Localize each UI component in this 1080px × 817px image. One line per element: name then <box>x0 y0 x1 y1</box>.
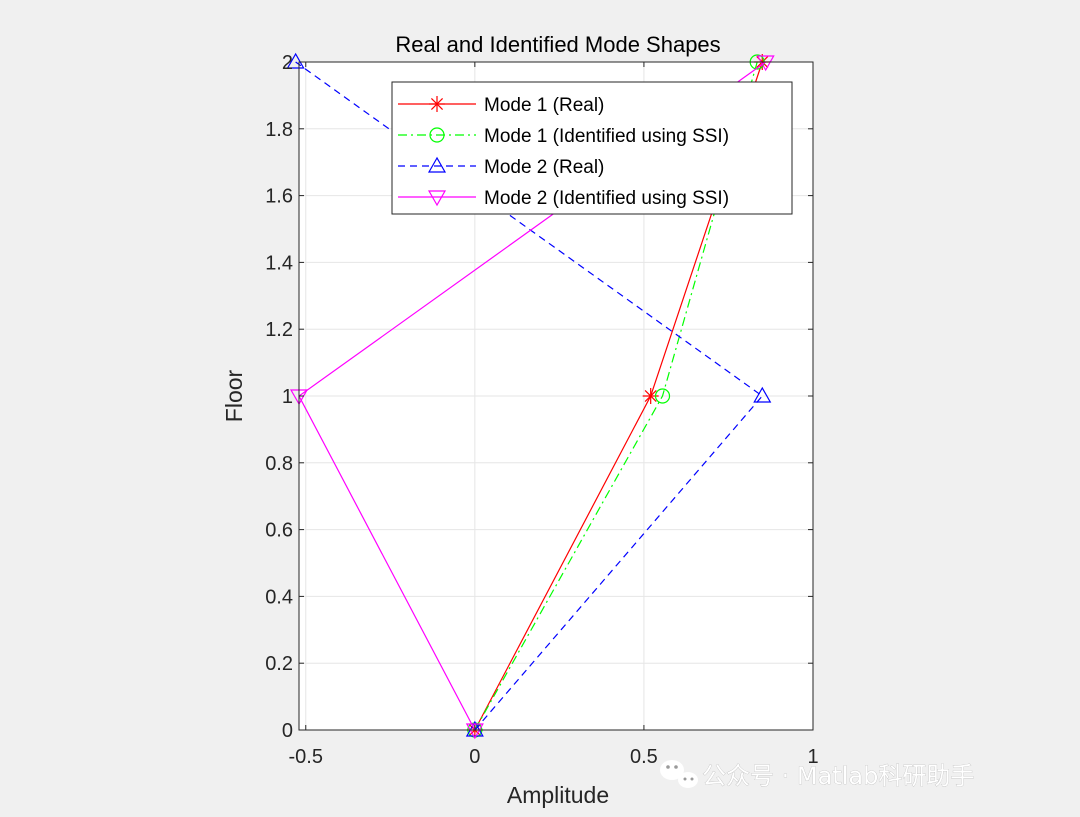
legend-marker <box>429 96 445 112</box>
legend-label: Mode 1 (Real) <box>484 95 604 116</box>
legend-entry: Mode 2 (Identified using SSI) <box>398 188 729 209</box>
x-axis-label: Amplitude <box>507 782 609 808</box>
marker-shape <box>429 127 445 143</box>
series-3 <box>286 52 772 737</box>
data-point <box>753 386 772 403</box>
marker-shape <box>465 720 484 737</box>
marker-shape <box>654 388 671 404</box>
chart-title: Real and Identified Mode Shapes <box>395 32 720 57</box>
y-tick-label: 2 <box>282 52 293 74</box>
data-point <box>642 388 659 404</box>
y-tick-label: 1.4 <box>265 252 293 274</box>
y-axis-label: Floor <box>221 369 247 422</box>
marker-shape <box>465 723 484 740</box>
legend-label: Mode 2 (Real) <box>484 157 604 178</box>
legend-marker <box>429 127 445 143</box>
y-tick-label: 0 <box>282 720 293 742</box>
marker-shape <box>427 156 447 173</box>
legend-entry: Mode 2 (Real) <box>398 156 604 178</box>
watermark: 公众号 · Matlab科研助手 <box>660 760 975 790</box>
ticks: -0.5 0 0.5 1 0 0.2 0.4 0.6 0.8 1 1.2 1.4 1.6 1.8 2 <box>265 52 818 768</box>
y-tick-label: 1.6 <box>265 186 293 208</box>
wechat-icon <box>660 760 698 788</box>
x-tick-label: 0 <box>469 746 480 768</box>
marker-shape <box>753 386 772 403</box>
y-tick-label: 1.2 <box>265 319 293 341</box>
legend-entry: Mode 1 (Identified using SSI) <box>398 126 729 147</box>
y-tick-label: 0.4 <box>265 586 293 608</box>
marker-stroke <box>644 389 657 403</box>
legend-label: Mode 2 (Identified using SSI) <box>484 188 729 209</box>
data-point <box>465 720 484 737</box>
x-tick-label: 1 <box>807 746 818 768</box>
y-tick-label: 0.6 <box>265 520 293 542</box>
y-tick-label: 1 <box>282 386 293 408</box>
x-tick-label: 0.5 <box>630 746 658 768</box>
marker-stroke <box>430 97 444 111</box>
data-point <box>465 723 484 740</box>
marker-shape <box>286 52 305 69</box>
y-tick-label: 0.8 <box>265 453 293 475</box>
marker-shape <box>427 190 447 207</box>
series-line <box>295 61 764 731</box>
watermark-text: 公众号 · Matlab科研助手 <box>702 762 974 790</box>
data-point <box>286 52 305 69</box>
legend-marker <box>427 156 447 173</box>
legend: Mode 1 (Real) Mode 1 (Identified using SS… <box>391 81 793 215</box>
legend-entry: Mode 1 (Real) <box>398 95 604 116</box>
legend-marker <box>427 190 447 207</box>
y-tick-label: 0.2 <box>265 653 293 675</box>
marker-shape <box>756 55 775 72</box>
legend-label: Mode 1 (Identified using SSI) <box>484 126 729 147</box>
x-tick-label: -0.5 <box>289 746 323 768</box>
data-point <box>756 55 775 72</box>
y-tick-label: 1.8 <box>265 119 293 141</box>
data-point <box>654 388 671 404</box>
